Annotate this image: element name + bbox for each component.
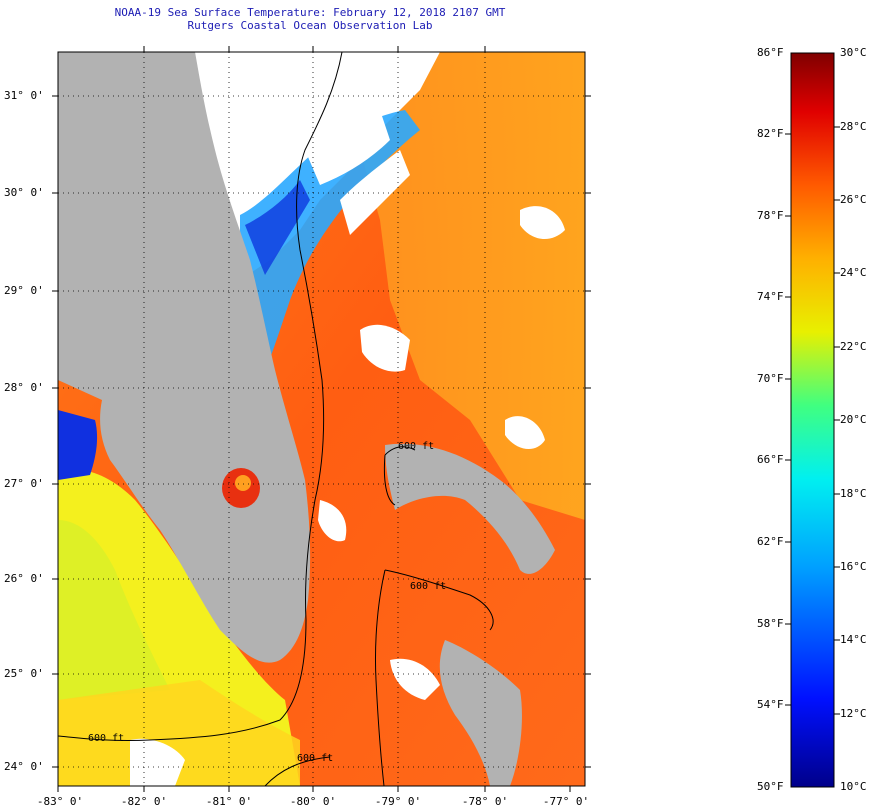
gulf-water-mid xyxy=(58,520,170,700)
isobath-great-bahama-bank xyxy=(374,569,494,786)
colorbar-label-f: 74°F xyxy=(757,290,784,303)
lon-label: -82° 0' xyxy=(120,795,168,808)
contour-label: 600 ft xyxy=(410,581,446,592)
colorbar-label-c: 22°C xyxy=(840,340,867,353)
florida-land xyxy=(58,52,311,663)
colorbar-label-c: 12°C xyxy=(840,707,867,720)
lat-label: 25° 0' xyxy=(4,667,44,680)
contour-label: 600 ft xyxy=(297,753,333,764)
lon-label: -77° 0' xyxy=(542,795,590,808)
lon-label: -81° 0' xyxy=(205,795,253,808)
cloud-patch xyxy=(318,500,347,542)
cloud-patch xyxy=(340,150,410,235)
colorbar-label-c: 30°C xyxy=(840,46,867,59)
lat-label: 29° 0' xyxy=(4,284,44,297)
colorbar-label-f: 70°F xyxy=(757,372,784,385)
cloud-patch xyxy=(130,738,185,786)
colorbar-label-c: 28°C xyxy=(840,120,867,133)
lat-label: 24° 0' xyxy=(4,760,44,773)
colorbar-label-f: 66°F xyxy=(757,453,784,466)
colorbar-label-f: 54°F xyxy=(757,698,784,711)
cold-coastal-water xyxy=(245,180,310,275)
isobath-south xyxy=(264,756,331,786)
colorbar-label-c: 20°C xyxy=(840,413,867,426)
colorbar-label-f: 82°F xyxy=(757,127,784,140)
isobath-florida xyxy=(58,52,343,742)
map-subtitle: Rutgers Coastal Ocean Observation Lab xyxy=(187,19,433,32)
cloud-patch xyxy=(305,110,390,185)
lon-label: -79° 0' xyxy=(374,795,422,808)
colorbar-label-c: 10°C xyxy=(840,780,867,793)
map-area xyxy=(58,52,585,786)
map-frame xyxy=(57,51,586,787)
cloud-patch xyxy=(505,416,545,450)
lon-label: -83° 0' xyxy=(36,795,84,808)
colorbar-label-c: 16°C xyxy=(840,560,867,573)
map-title: NOAA-19 Sea Surface Temperature: Februar… xyxy=(114,6,506,19)
lat-label: 30° 0' xyxy=(4,186,44,199)
colorbar-label-f: 86°F xyxy=(757,46,784,59)
cloud-patch xyxy=(360,324,410,372)
cloud-patch xyxy=(520,206,565,240)
colorbar-label-c: 18°C xyxy=(840,487,867,500)
sea-surface-northeast xyxy=(360,52,585,520)
colorbar-ticks xyxy=(785,126,840,715)
colorbar-label-f: 62°F xyxy=(757,535,784,548)
colorbar-label-c: 14°C xyxy=(840,633,867,646)
andros-land xyxy=(439,640,522,786)
lat-label: 26° 0' xyxy=(4,572,44,585)
lake-okeechobee-center xyxy=(235,475,251,491)
temperature-colorbar xyxy=(790,52,835,788)
cloud-patch xyxy=(390,658,440,700)
colorbar-label-c: 26°C xyxy=(840,193,867,206)
lon-label: -80° 0' xyxy=(289,795,337,808)
lat-label: 27° 0' xyxy=(4,477,44,490)
contour-label: 600 ft xyxy=(88,733,124,744)
grand-bahama-land xyxy=(385,443,555,574)
lat-label: 31° 0' xyxy=(4,89,44,102)
axis-ticks xyxy=(52,46,591,792)
cold-gulf-coast xyxy=(58,410,98,480)
colorbar-label-f: 58°F xyxy=(757,617,784,630)
lon-label: -78° 0' xyxy=(461,795,509,808)
cool-coastal-water xyxy=(240,110,420,380)
gulf-water-south xyxy=(58,680,300,786)
isobath-grand-bahama xyxy=(383,446,416,506)
colorbar-label-c: 24°C xyxy=(840,266,867,279)
lat-label: 28° 0' xyxy=(4,381,44,394)
colorbar-label-f: 50°F xyxy=(757,780,784,793)
colorbar-label-f: 78°F xyxy=(757,209,784,222)
contour-label: 600 ft xyxy=(398,441,434,452)
